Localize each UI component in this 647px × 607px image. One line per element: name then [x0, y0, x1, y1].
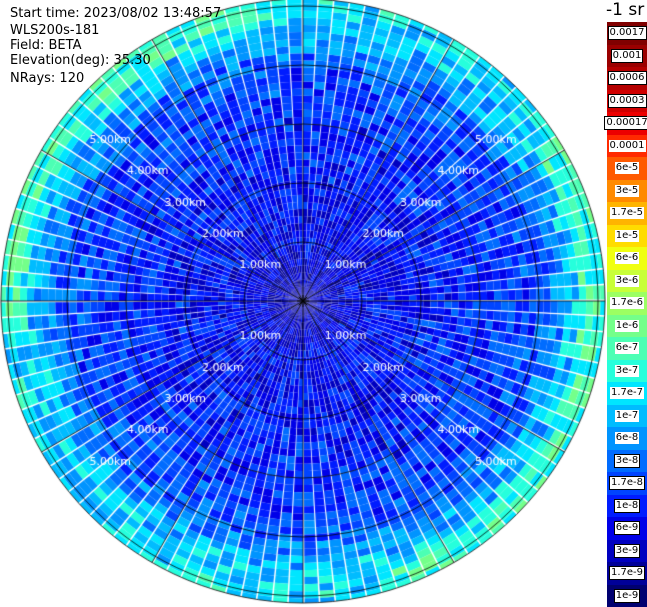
colorbar-tick-label: 0.0003 — [607, 93, 647, 108]
elevation-label: Elevation(deg): 35.30 — [10, 53, 151, 68]
colorbar-bin: 3e-7 — [607, 359, 647, 382]
instrument-label: WLS200s-181 — [10, 23, 100, 38]
colorbar-bin: 1.7e-7 — [607, 382, 647, 405]
colorbar: 0.0017 0.001 0.0006 0.0003 0.00017 0.0001 6e-5… — [604, 22, 647, 607]
colorbar-tick-label: 0.001 — [610, 48, 644, 63]
colorbar-bin: 0.00017 — [604, 112, 647, 135]
colorbar-bin: 1.7e-8 — [607, 472, 647, 495]
colorbar-bin: 3e-6 — [607, 269, 647, 292]
colorbar-bin: 1.7e-5 — [607, 202, 647, 225]
colorbar-bin: 3e-5 — [607, 179, 647, 202]
colorbar-tick-label: 1.7e-5 — [609, 207, 645, 220]
colorbar-bin: 3e-8 — [607, 449, 647, 472]
colorbar-tick-label: 1e-9 — [613, 588, 641, 603]
colorbar-bin: 3e-9 — [607, 539, 647, 562]
colorbar-tick-label: 1e-7 — [614, 409, 640, 422]
colorbar-tick-label: 0.00017 — [604, 116, 647, 131]
colorbar-tick-label: 3e-8 — [613, 453, 641, 468]
colorbar-units-label: -1 sr — [606, 0, 645, 20]
colorbar-bin: 6e-6 — [607, 247, 647, 270]
colorbar-tick-label: 1e-6 — [614, 319, 640, 332]
colorbar-tick-label: 1e-8 — [613, 498, 641, 513]
colorbar-tick-label: 0.0001 — [608, 139, 646, 152]
ppi-scan-plot — [0, 0, 606, 607]
colorbar-tick-label: 0.0017 — [607, 26, 647, 41]
colorbar-tick-label: 3e-7 — [614, 364, 640, 377]
colorbar-tick-label: 3e-5 — [614, 184, 640, 197]
colorbar-bin: 1e-9 — [607, 584, 647, 607]
colorbar-bin: 1.7e-6 — [607, 292, 647, 315]
colorbar-tick-label: 1e-5 — [614, 229, 640, 242]
colorbar-bin: 1e-5 — [607, 224, 647, 247]
colorbar-bin: 6e-5 — [607, 157, 647, 180]
colorbar-bin: 1.7e-9 — [607, 562, 647, 585]
colorbar-tick-label: 1.7e-9 — [608, 566, 646, 581]
colorbar-bin: 1e-7 — [607, 404, 647, 427]
colorbar-tick-label: 6e-9 — [613, 521, 641, 536]
colorbar-bin: 6e-8 — [607, 427, 647, 450]
colorbar-bin: 0.0003 — [607, 89, 647, 112]
field-label: Field: BETA — [10, 38, 82, 53]
colorbar-tick-label: 6e-8 — [614, 432, 640, 445]
colorbar-bin: 1e-8 — [607, 494, 647, 517]
colorbar-tick-label: 1.7e-6 — [609, 297, 645, 310]
colorbar-bin: 0.001 — [607, 44, 647, 67]
colorbar-tick-label: 1.7e-7 — [609, 387, 645, 400]
colorbar-tick-label: 1.7e-8 — [608, 476, 646, 491]
nrays-label: NRays: 120 — [10, 71, 85, 86]
colorbar-tick-label: 6e-7 — [614, 342, 640, 355]
colorbar-tick-label: 6e-6 — [614, 252, 640, 265]
colorbar-bin: 0.0017 — [607, 22, 647, 45]
colorbar-tick-label: 0.0006 — [607, 71, 647, 86]
colorbar-bin: 0.0006 — [607, 67, 647, 90]
start-time-label: Start time: 2023/08/02 13:48:57 — [10, 6, 222, 21]
colorbar-tick-label: 6e-5 — [614, 162, 640, 175]
colorbar-bin: 0.0001 — [607, 134, 647, 157]
colorbar-bin: 1e-6 — [607, 314, 647, 337]
colorbar-tick-label: 3e-6 — [614, 274, 640, 287]
colorbar-bin: 6e-7 — [607, 337, 647, 360]
colorbar-tick-label: 3e-9 — [613, 543, 641, 558]
colorbar-bin: 6e-9 — [607, 517, 647, 540]
